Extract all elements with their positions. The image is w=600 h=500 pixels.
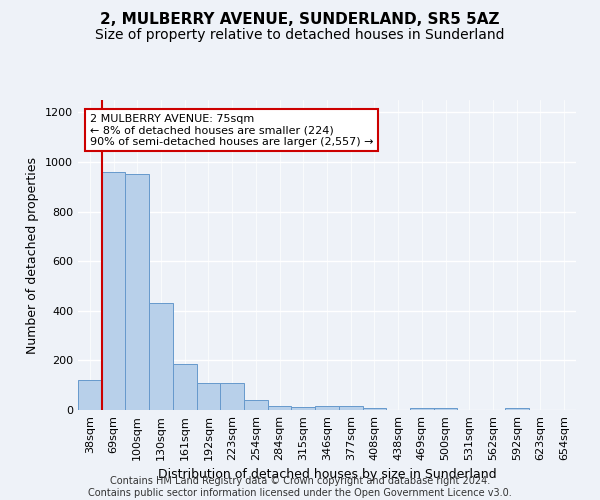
Bar: [102, 172, 125, 410]
Text: 2, MULBERRY AVENUE, SUNDERLAND, SR5 5AZ: 2, MULBERRY AVENUE, SUNDERLAND, SR5 5AZ: [100, 12, 500, 28]
X-axis label: Distribution of detached houses by size in Sunderland: Distribution of detached houses by size …: [158, 468, 496, 481]
Text: Contains HM Land Registry data © Crown copyright and database right 2024.
Contai: Contains HM Land Registry data © Crown c…: [88, 476, 512, 498]
Bar: [362, 408, 386, 410]
Y-axis label: Number of detached properties: Number of detached properties: [26, 156, 40, 354]
Bar: [125, 174, 149, 410]
Bar: [268, 406, 292, 410]
Bar: [505, 408, 529, 410]
Bar: [292, 407, 315, 410]
Text: Size of property relative to detached houses in Sunderland: Size of property relative to detached ho…: [95, 28, 505, 42]
Bar: [220, 382, 244, 410]
Text: 2 MULBERRY AVENUE: 75sqm
← 8% of detached houses are smaller (224)
90% of semi-d: 2 MULBERRY AVENUE: 75sqm ← 8% of detache…: [90, 114, 373, 147]
Bar: [434, 408, 457, 410]
Bar: [173, 364, 197, 410]
Bar: [315, 406, 339, 410]
Bar: [149, 304, 173, 410]
Bar: [244, 400, 268, 410]
Bar: [339, 406, 362, 410]
Bar: [410, 408, 434, 410]
Bar: [197, 382, 220, 410]
Bar: [78, 380, 102, 410]
